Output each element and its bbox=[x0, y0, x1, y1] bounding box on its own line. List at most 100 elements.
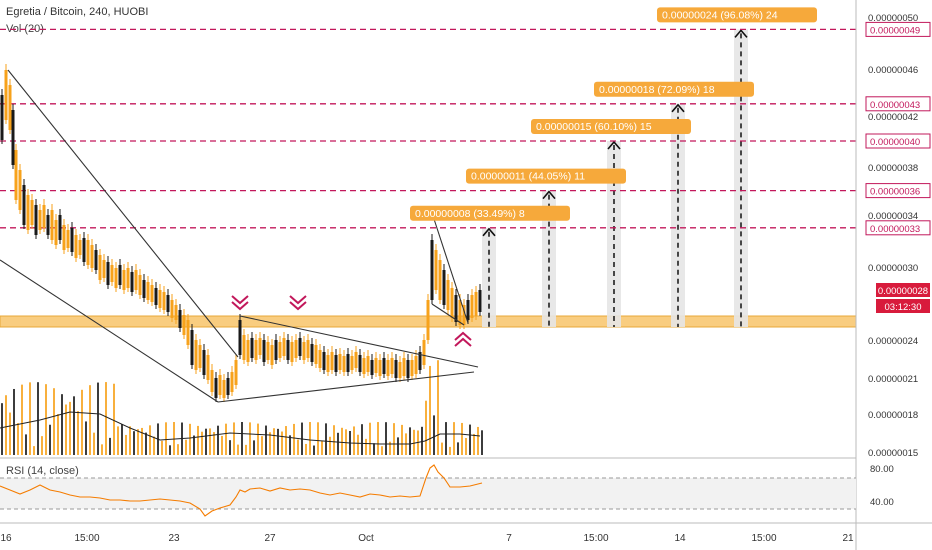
candle-body bbox=[418, 352, 422, 370]
triangle-lower-line bbox=[217, 371, 475, 403]
volume-bar bbox=[217, 425, 219, 455]
volume-bar bbox=[89, 385, 91, 455]
price-axis-label: 0.00000046 bbox=[868, 65, 918, 76]
candle-body bbox=[26, 195, 30, 230]
candle-body bbox=[430, 240, 434, 300]
volume-bar bbox=[225, 423, 227, 455]
volume-bar bbox=[453, 422, 455, 455]
price-highlight-tag bbox=[865, 21, 931, 37]
target-label: 0.00000018 (72.09%) 18 bbox=[599, 84, 715, 96]
candle-body bbox=[138, 275, 142, 295]
target-label-bg bbox=[410, 205, 570, 221]
volume-bar bbox=[233, 422, 235, 455]
volume-bar bbox=[93, 432, 95, 455]
volume-bar bbox=[101, 444, 103, 455]
volume-bar bbox=[257, 423, 259, 455]
candle-body bbox=[382, 358, 386, 374]
volume-bar bbox=[169, 445, 171, 455]
chevron-up-icon bbox=[454, 331, 472, 341]
candle-body bbox=[306, 340, 310, 358]
volume-bar bbox=[145, 432, 147, 455]
chevron-markers bbox=[231, 295, 472, 347]
candle-body bbox=[478, 290, 482, 312]
volume-bar bbox=[265, 425, 267, 455]
price-highlight-tag bbox=[865, 183, 931, 199]
volume-bar bbox=[241, 422, 243, 455]
candle-body bbox=[294, 340, 298, 358]
candle-body bbox=[270, 345, 274, 365]
volume-bar bbox=[297, 439, 299, 455]
volume-bar bbox=[337, 432, 339, 455]
candle-body bbox=[18, 170, 22, 210]
candle-body bbox=[86, 240, 90, 265]
candle-body bbox=[78, 240, 82, 255]
candle-body bbox=[8, 85, 12, 130]
volume-bar bbox=[401, 424, 403, 455]
volume-bar bbox=[373, 443, 375, 455]
candle-body bbox=[110, 265, 114, 282]
target-label: 0.00000024 (96.08%) 24 bbox=[662, 9, 778, 21]
volume-bar bbox=[361, 424, 363, 455]
volume-bar bbox=[473, 433, 475, 455]
target-labels: 0.00000008 (33.49%) 8 0.00000011 (44.05%)… bbox=[410, 7, 817, 221]
candle-body bbox=[354, 352, 358, 368]
volume-bar bbox=[369, 422, 371, 455]
rsi-axis-label: 80.00 bbox=[870, 464, 894, 475]
volume-bar bbox=[193, 435, 195, 455]
rsi-indicator-label[interactable]: RSI (14, close) bbox=[6, 465, 79, 477]
candle-body bbox=[11, 110, 15, 165]
volume-bar bbox=[73, 396, 75, 455]
volume-bar bbox=[173, 422, 175, 455]
volume-bar bbox=[425, 400, 427, 455]
time-axis-label: Oct bbox=[358, 533, 374, 544]
price-axis-label: 0.00000015 bbox=[868, 448, 918, 459]
volume-bar bbox=[469, 424, 471, 455]
price-highlight-tag bbox=[865, 96, 931, 112]
candle-body bbox=[398, 362, 402, 378]
candle-body bbox=[470, 295, 474, 318]
candle-body bbox=[422, 340, 426, 365]
volume-bar bbox=[121, 424, 123, 455]
candle-body bbox=[250, 338, 254, 358]
chevron-down-icon bbox=[231, 301, 249, 311]
candle-body bbox=[238, 320, 242, 355]
volume-bar bbox=[465, 438, 467, 455]
candle-body bbox=[22, 185, 26, 225]
volume-bar bbox=[289, 435, 291, 455]
candle-body bbox=[118, 265, 122, 285]
volume-bar bbox=[445, 422, 447, 455]
volume-bar bbox=[413, 429, 415, 455]
candle-body bbox=[206, 355, 210, 380]
volume-bar bbox=[49, 424, 51, 455]
price-axis-label: 0.00000024 bbox=[868, 336, 918, 347]
volume-bar bbox=[229, 440, 231, 455]
volume-bar bbox=[205, 428, 207, 455]
candle-body bbox=[146, 282, 150, 300]
candle-body bbox=[166, 295, 170, 312]
volume-bar bbox=[221, 435, 223, 455]
candle-body bbox=[338, 354, 342, 370]
target-column bbox=[671, 103, 685, 327]
candlesticks bbox=[0, 64, 482, 402]
candle-body bbox=[90, 245, 94, 268]
candle-body bbox=[70, 228, 74, 252]
volume-bar bbox=[1, 403, 3, 455]
wedge-upper-line bbox=[433, 218, 469, 324]
volume-bar bbox=[461, 422, 463, 455]
chevron-up-icon bbox=[454, 337, 472, 347]
candle-body bbox=[370, 360, 374, 375]
volume-bar bbox=[433, 415, 435, 455]
candle-body bbox=[34, 205, 38, 235]
candle-body bbox=[362, 358, 366, 374]
time-axis-label: 21 bbox=[842, 533, 854, 544]
rsi-axis-label: 40.00 bbox=[870, 497, 894, 508]
price-highlight-tag bbox=[865, 220, 931, 236]
volume-bar bbox=[457, 442, 459, 455]
countdown-value: 03:12:30 bbox=[885, 302, 922, 313]
candle-body bbox=[114, 268, 118, 288]
volume-bar bbox=[481, 430, 483, 455]
candle-body bbox=[214, 378, 218, 398]
volume-bar bbox=[117, 426, 119, 455]
candle-body bbox=[450, 288, 454, 318]
